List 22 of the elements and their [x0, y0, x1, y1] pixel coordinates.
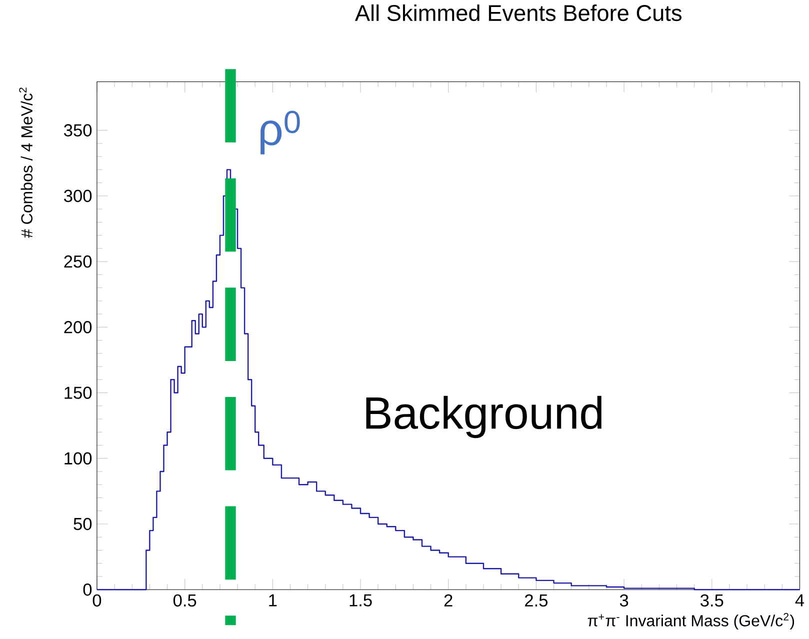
y-tick-label: 250	[64, 256, 92, 268]
y-tick-label: 200	[64, 321, 92, 334]
annotation: Background	[366, 396, 602, 438]
x-tick-label: 4	[795, 594, 804, 606]
y-tick-label: 50	[74, 518, 92, 530]
y-tick-label: 0	[83, 584, 92, 596]
annotation: ρ$^{0}$	[260, 110, 300, 155]
x-tick-label: 2.5	[525, 594, 548, 607]
x-tick-label: 3	[620, 594, 628, 607]
y-axis-title: # Combos / 4 MeV/c$^{2}$	[19, 88, 33, 238]
x-axis-title: π$^{+}$π$^{-}$ Invariant Mass (GeV/c$^{2}$)	[588, 613, 794, 630]
y-tick-label: 100	[64, 452, 92, 465]
x-tick-label: 1.5	[350, 594, 372, 607]
chart-title: All Skimmed Events Before Cuts	[354, 4, 682, 22]
x-tick-label: 2	[444, 594, 452, 607]
x-tick-label: 0.5	[173, 594, 196, 607]
x-tick-label: 0	[92, 594, 102, 607]
y-tick-label: 150	[64, 386, 92, 400]
x-tick-label: 1	[269, 594, 277, 606]
y-tick-label: 350	[64, 124, 92, 137]
y-tick-label: 300	[64, 190, 92, 202]
x-tick-label: 3.5	[700, 594, 724, 607]
